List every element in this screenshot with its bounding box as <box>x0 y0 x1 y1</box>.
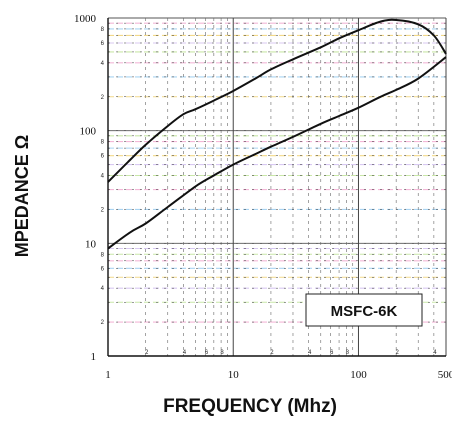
x-tick-label: 100 <box>350 369 367 381</box>
series-line-1 <box>107 18 447 183</box>
x-tick-label: 500 <box>438 369 452 381</box>
series-line-2 <box>107 56 447 250</box>
x-minor-tick-label: 4 <box>183 350 187 356</box>
y-minor-tick-label: 8 <box>101 140 105 146</box>
legend-box-label: MSFC-6K <box>331 303 398 320</box>
y-minor-tick-label: 4 <box>101 174 105 180</box>
y-minor-tick-label: 2 <box>101 320 105 326</box>
x-minor-tick-label: 8 <box>346 350 350 356</box>
x-tick-label: 1 <box>105 369 111 381</box>
y-minor-tick-label: 8 <box>101 27 105 33</box>
x-minor-tick-label: 4 <box>433 350 437 356</box>
x-minor-tick-label: 2 <box>395 350 399 356</box>
axes <box>107 18 446 357</box>
x-minor-tick-label: 6 <box>205 350 209 356</box>
y-minor-tick-label: 2 <box>101 95 105 101</box>
x-minor-tick-label: 2 <box>270 350 274 356</box>
y-minor-tick-label: 2 <box>101 207 105 213</box>
y-minor-tick-label: 4 <box>101 286 105 292</box>
legend-box: MSFC-6K <box>305 293 423 327</box>
x-minor-tick-label: 2 <box>145 350 149 356</box>
y-minor-tick-label: 8 <box>101 252 105 258</box>
x-tick-label: 10 <box>228 369 240 381</box>
y-minor-tick-label: 4 <box>101 61 105 67</box>
y-tick-label: 1 <box>91 351 97 363</box>
y-axis-title: MPEDANCE Ω <box>12 135 32 257</box>
x-minor-tick-label: 8 <box>220 350 224 356</box>
x-minor-tick-label: 6 <box>330 350 334 356</box>
legend-box-frame <box>305 293 423 327</box>
y-minor-tick-label: 6 <box>101 154 105 160</box>
series-group <box>107 18 447 250</box>
y-tick-label: 100 <box>80 126 97 138</box>
tick-labels: 2 4 6 8 2 4 6 8 2 4 2 4 6 8 2 4 6 8 2 4 6 8 1 10 100 500 1 10 100 100… <box>74 13 452 381</box>
y-tick-label: 10 <box>85 238 97 250</box>
x-axis-title: FREQUENCY (Mhz) <box>163 396 337 417</box>
y-minor-tick-label: 6 <box>101 266 105 272</box>
grid <box>107 17 447 357</box>
x-minor-tick-label: 4 <box>308 350 312 356</box>
y-tick-label: 1000 <box>74 13 97 25</box>
y-minor-tick-label: 6 <box>101 41 105 47</box>
